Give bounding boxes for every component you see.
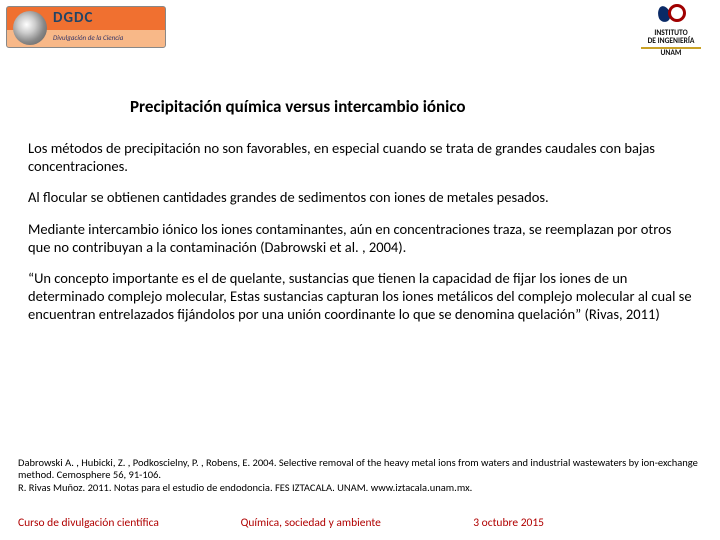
footer-left: Curso de divulgación científica xyxy=(18,516,238,530)
reference-line: R. Rivas Muñoz. 2011. Notas para el estu… xyxy=(18,482,700,494)
footer-center: Química, sociedad y ambiente xyxy=(241,516,471,530)
reference-line: Dabrowski A. , Hubicki, Z. , Podkoscieln… xyxy=(18,457,700,482)
slide-body: Los métodos de precipitación no son favo… xyxy=(28,140,696,338)
dgdc-logo-sub: Divulgación de la Ciencia xyxy=(53,33,123,42)
slide-title: Precipitación química versus intercambio… xyxy=(130,96,466,117)
paragraph: Los métodos de precipitación no son favo… xyxy=(28,140,696,175)
references: Dabrowski A. , Hubicki, Z. , Podkoscieln… xyxy=(18,457,700,494)
unam-line2: DE INGENIERÍA xyxy=(632,38,710,46)
unam-logo: INSTITUTO DE INGENIERÍA UNAM xyxy=(632,4,710,54)
swirl-icon xyxy=(13,11,47,45)
footer-right: 3 octubre 2015 xyxy=(473,516,613,530)
paragraph: “Un concepto importante es el de quelant… xyxy=(28,270,696,323)
paragraph: Mediante intercambio iónico los iones co… xyxy=(28,221,696,256)
footer: Curso de divulgación científica Química,… xyxy=(18,516,700,530)
unam-line3: UNAM xyxy=(632,50,710,58)
unam-logo-icon xyxy=(654,4,688,30)
paragraph: Al flocular se obtienen cantidades grand… xyxy=(28,189,696,207)
dgdc-logo: DGDC Divulgación de la Ciencia xyxy=(6,6,166,48)
dgdc-logo-main: DGDC xyxy=(53,9,93,27)
